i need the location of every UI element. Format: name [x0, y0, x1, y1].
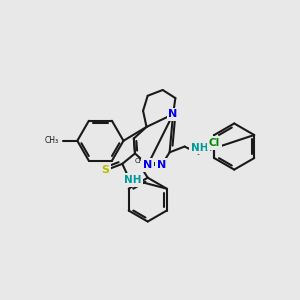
Text: N: N	[143, 160, 152, 170]
Text: CH₃: CH₃	[134, 158, 147, 164]
Text: S: S	[101, 165, 109, 175]
Text: Cl: Cl	[208, 138, 220, 148]
Text: N: N	[157, 160, 166, 170]
Text: NH: NH	[191, 143, 208, 153]
Text: CH₃: CH₃	[45, 136, 59, 145]
Text: NH: NH	[124, 175, 141, 185]
Text: N: N	[169, 109, 178, 119]
